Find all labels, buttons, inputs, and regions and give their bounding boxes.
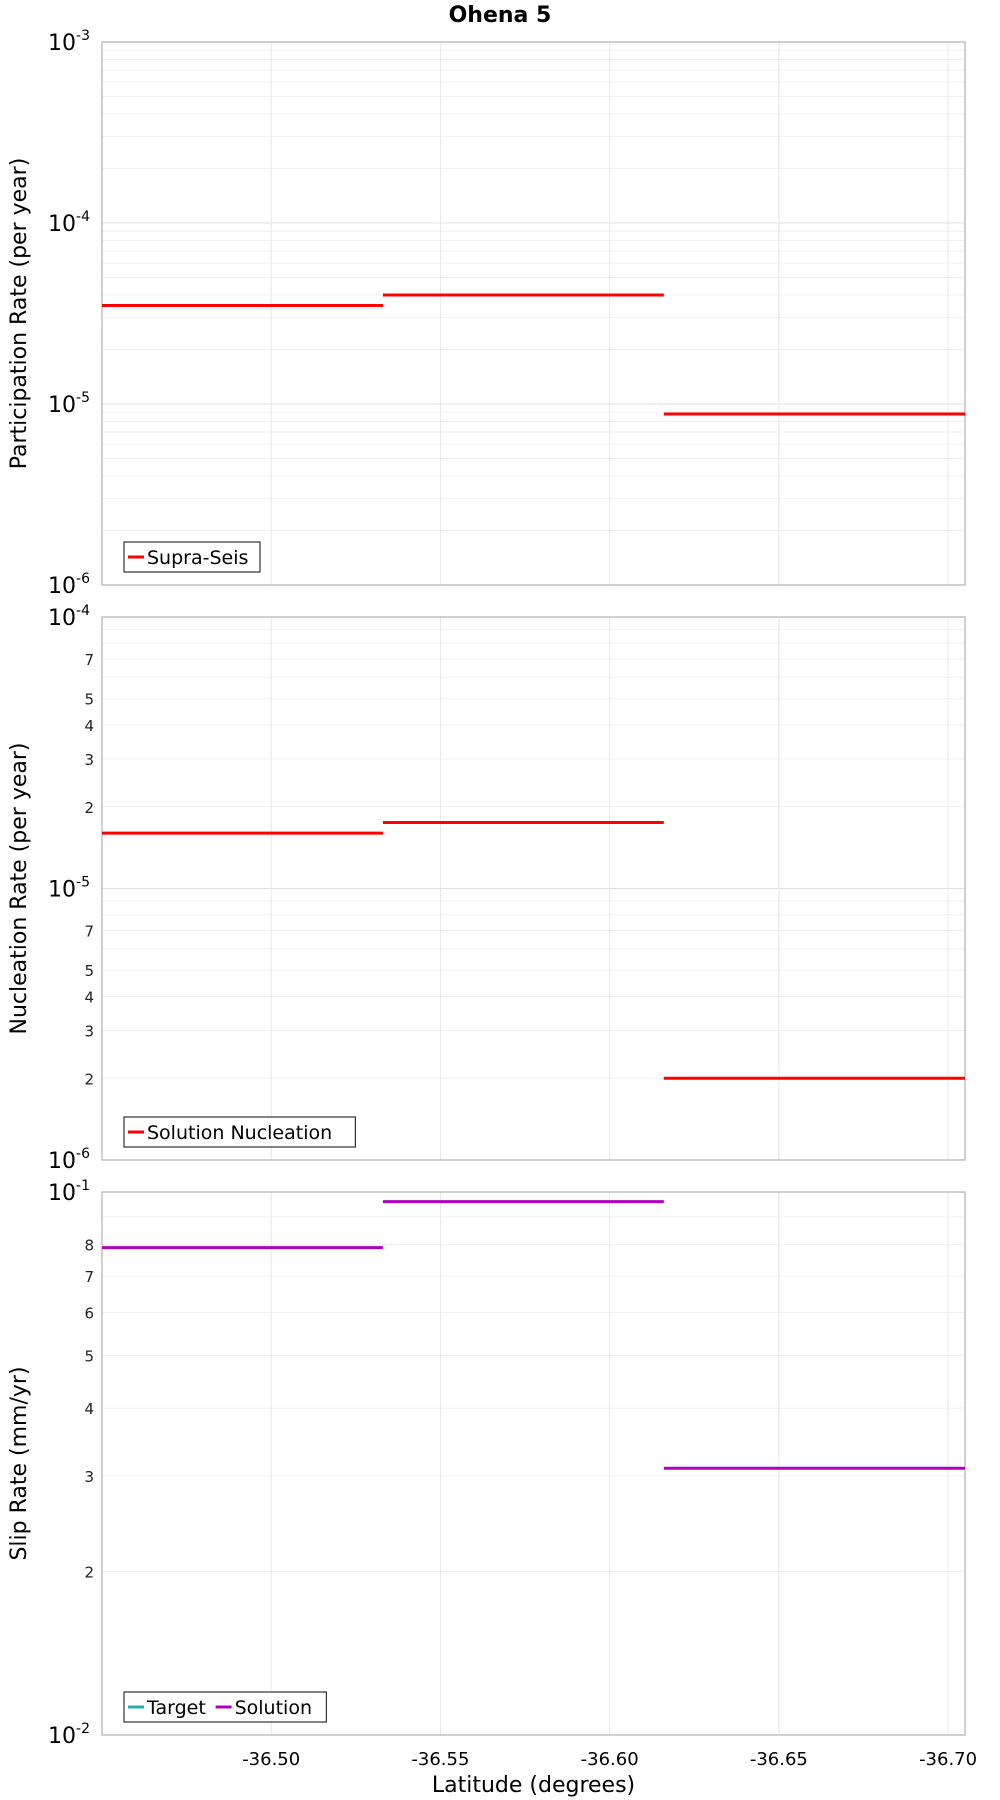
y-minor-tick-label: 8 [84, 1237, 94, 1255]
plot-area [102, 1192, 965, 1735]
x-tick-label: -36.55 [411, 1749, 469, 1770]
legend-label: Supra-Seis [147, 547, 248, 569]
y-minor-tick-label: 7 [84, 1268, 94, 1286]
y-axis-label: Participation Rate (per year) [7, 158, 32, 470]
y-tick-base: 10 [48, 1181, 76, 1206]
y-minor-tick-label: 5 [84, 962, 94, 980]
y-tick-exponent: -6 [76, 1146, 90, 1162]
y-axis-label: Nucleation Rate (per year) [7, 743, 32, 1035]
y-minor-tick-label: 6 [84, 1304, 94, 1322]
y-minor-tick-label: 5 [84, 691, 94, 709]
y-tick-exponent: -5 [76, 390, 90, 406]
plot-frame [101, 616, 966, 1161]
y-tick-exponent: -4 [76, 209, 90, 225]
y-tick-base: 10 [48, 393, 76, 418]
y-minor-tick-label: 2 [84, 1070, 94, 1088]
legend: Supra-Seis [123, 541, 261, 573]
y-minor-tick-label: 5 [84, 1347, 94, 1365]
chart-title: Ohena 5 [449, 3, 552, 28]
y-minor-tick-label: 3 [84, 1022, 94, 1040]
y-tick-label: 10-5 [48, 875, 90, 903]
y-tick-base: 10 [48, 212, 76, 237]
plot-frame [101, 41, 966, 586]
y-tick-exponent: -6 [76, 571, 90, 587]
y-tick-label: 10-2 [48, 1721, 90, 1749]
legend-label: Solution [235, 1697, 312, 1719]
y-tick-base: 10 [48, 878, 76, 903]
y-tick-base: 10 [48, 31, 76, 56]
x-tick-label: -36.60 [581, 1749, 639, 1770]
y-tick-base: 10 [48, 1724, 76, 1749]
y-tick-label: 10-4 [48, 603, 90, 631]
legend-box [123, 1116, 356, 1148]
y-tick-base: 10 [48, 1149, 76, 1174]
y-minor-tick-label: 4 [84, 717, 94, 735]
y-tick-label: 10-5 [48, 390, 90, 418]
x-tick-label: -36.65 [750, 1749, 808, 1770]
y-minor-tick-label: 4 [84, 989, 94, 1007]
y-tick-label: 10-6 [48, 1146, 90, 1174]
y-minor-tick-label: 7 [84, 651, 94, 669]
y-tick-exponent: -3 [76, 28, 90, 44]
y-minor-tick-label: 3 [84, 1468, 94, 1486]
y-tick-label: 10-3 [48, 28, 90, 56]
y-minor-tick-label: 2 [84, 799, 94, 817]
y-axis-label: Slip Rate (mm/yr) [7, 1366, 32, 1560]
legend: Target Solution [123, 1691, 327, 1723]
y-tick-label: 10-4 [48, 209, 90, 237]
legend-label: Solution Nucleation [147, 1122, 332, 1144]
y-tick-base: 10 [48, 574, 76, 599]
legend-box [123, 541, 261, 573]
y-minor-tick-label: 7 [84, 923, 94, 941]
legend: Solution Nucleation [123, 1116, 356, 1148]
y-tick-label: 10-6 [48, 571, 90, 599]
plot-frame [101, 1191, 966, 1736]
y-minor-tick-label: 3 [84, 751, 94, 769]
y-minor-tick-label: 4 [84, 1400, 94, 1418]
y-tick-exponent: -1 [76, 1178, 90, 1194]
x-tick-label: -36.50 [242, 1749, 300, 1770]
y-tick-exponent: -5 [76, 875, 90, 891]
y-minor-tick-label: 2 [84, 1564, 94, 1582]
x-tick-label: -36.70 [919, 1749, 977, 1770]
x-axis-label: Latitude (degrees) [432, 1773, 635, 1798]
y-tick-label: 10-1 [48, 1178, 90, 1206]
y-tick-base: 10 [48, 606, 76, 631]
legend-label: Target [146, 1697, 206, 1719]
plot-area [102, 42, 965, 585]
y-tick-exponent: -4 [76, 603, 90, 619]
y-tick-exponent: -2 [76, 1721, 90, 1737]
